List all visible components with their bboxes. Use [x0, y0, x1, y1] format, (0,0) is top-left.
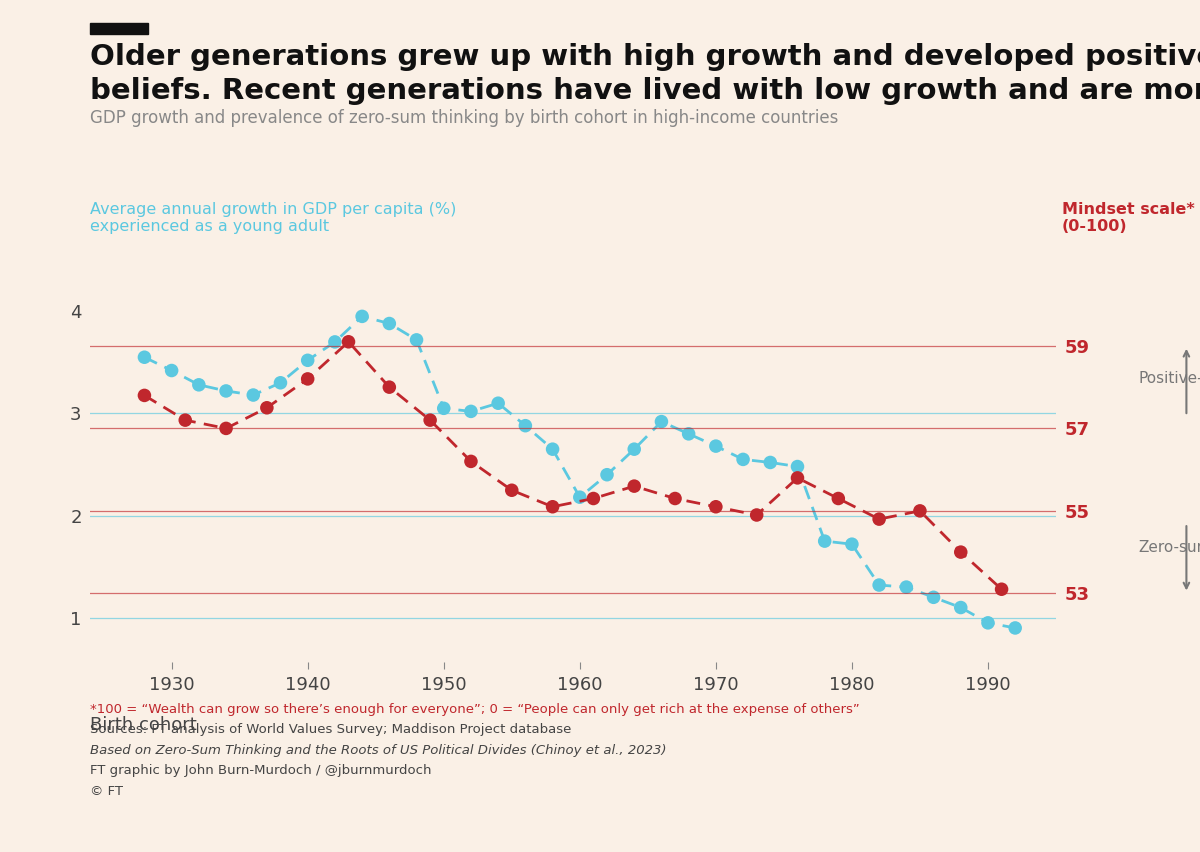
Text: beliefs. Recent generations have lived with low growth and are more zero-sum: beliefs. Recent generations have lived w…	[90, 77, 1200, 105]
Point	[625, 480, 644, 493]
Point	[175, 413, 194, 427]
Point	[896, 580, 916, 594]
Text: © FT: © FT	[90, 785, 124, 797]
Point	[788, 471, 808, 485]
Text: Based on Zero-Sum Thinking and the Roots of US Political Divides (Chinoy et al.,: Based on Zero-Sum Thinking and the Roots…	[90, 744, 666, 757]
Point	[420, 413, 439, 427]
Point	[379, 317, 398, 331]
Point	[257, 401, 276, 415]
Point	[952, 601, 971, 614]
Point	[733, 452, 752, 466]
Point	[271, 376, 290, 389]
Point	[434, 401, 454, 415]
Text: Zero-sum: Zero-sum	[1138, 540, 1200, 556]
Text: experienced as a young adult: experienced as a young adult	[90, 219, 329, 234]
Point	[625, 442, 644, 456]
Point	[353, 309, 372, 323]
Point	[488, 396, 508, 410]
Text: Average annual growth in GDP per capita (%): Average annual growth in GDP per capita …	[90, 202, 456, 217]
Point	[842, 538, 862, 551]
Point	[325, 335, 344, 348]
Point	[134, 350, 154, 364]
Point	[190, 378, 209, 392]
Point	[584, 492, 604, 505]
Text: Older generations grew up with high growth and developed positive-sum: Older generations grew up with high grow…	[90, 43, 1200, 71]
Text: *100 = “Wealth can grow so there’s enough for everyone”; 0 = “People can only ge: *100 = “Wealth can grow so there’s enoug…	[90, 703, 859, 716]
Point	[542, 500, 562, 514]
Text: (0-100): (0-100)	[1062, 219, 1128, 234]
Point	[666, 492, 685, 505]
Text: Sources: FT analysis of World Values Survey; Maddison Project database: Sources: FT analysis of World Values Sur…	[90, 723, 571, 736]
Text: Positive-sum: Positive-sum	[1138, 371, 1200, 387]
Point	[952, 545, 971, 559]
Point	[542, 442, 562, 456]
Point	[216, 422, 235, 435]
Point	[707, 500, 726, 514]
Point	[570, 491, 589, 504]
Point	[502, 483, 521, 497]
Text: Mindset scale*: Mindset scale*	[1062, 202, 1195, 217]
Point	[748, 508, 767, 521]
Text: Birth cohort: Birth cohort	[90, 716, 197, 734]
Point	[679, 427, 698, 440]
Point	[829, 492, 848, 505]
Point	[298, 372, 317, 386]
Point	[1006, 621, 1025, 635]
Point	[652, 415, 671, 429]
Point	[244, 389, 263, 402]
Point	[407, 333, 426, 347]
Point	[598, 468, 617, 481]
Point	[162, 364, 181, 377]
Point	[761, 456, 780, 469]
Point	[924, 590, 943, 604]
Point	[216, 384, 235, 398]
Point	[298, 354, 317, 367]
Point	[461, 455, 480, 469]
Point	[978, 616, 997, 630]
Point	[707, 440, 726, 453]
Point	[788, 460, 808, 474]
Point	[516, 419, 535, 433]
Point	[379, 380, 398, 394]
Text: FT graphic by John Burn-Murdoch / @jburnmurdoch: FT graphic by John Burn-Murdoch / @jburn…	[90, 764, 432, 777]
Point	[815, 534, 834, 548]
Point	[870, 512, 889, 526]
Point	[134, 389, 154, 402]
Point	[870, 579, 889, 592]
Point	[911, 504, 930, 518]
Point	[992, 583, 1012, 596]
Point	[338, 335, 358, 348]
Point	[461, 405, 480, 418]
Text: GDP growth and prevalence of zero-sum thinking by birth cohort in high-income co: GDP growth and prevalence of zero-sum th…	[90, 109, 839, 127]
